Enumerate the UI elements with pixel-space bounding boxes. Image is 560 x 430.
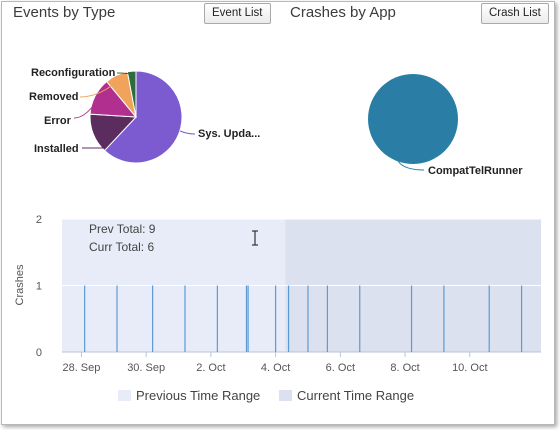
y-axis-label: Crashes	[14, 264, 26, 305]
crash-bar[interactable]	[247, 285, 249, 353]
x-tick-label: 10. Oct	[452, 362, 487, 374]
crash-bar[interactable]	[488, 285, 490, 353]
y-tick-label: 1	[36, 281, 42, 293]
crash-bar[interactable]	[245, 285, 248, 353]
event-list-button[interactable]: Event List	[204, 3, 271, 24]
prev-total-text: Prev Total: 9	[89, 222, 156, 236]
y-tick-label: 0	[36, 347, 42, 359]
pie-connector-line	[116, 72, 132, 75]
pie-charts: Sys. Upda... Installed Error Removed Reconfi…	[29, 67, 523, 177]
dashboard-window	[1, 1, 555, 425]
events-pie-label: Reconfiguration	[31, 67, 116, 79]
x-tick-label: 8. Oct	[390, 362, 419, 374]
legend-swatch-previous	[118, 390, 131, 401]
events-pie-slice-reconfiguration[interactable]	[126, 70, 137, 118]
crash-bar[interactable]	[307, 285, 309, 353]
curr-total-text: Curr Total: 6	[89, 240, 154, 254]
events-pie-chart	[89, 70, 183, 164]
crashes-timeline-chart: 0 1 2 28. Sep 30. Sep 2. Oct 4. Oct 6. Oct 8. O…	[14, 214, 541, 374]
text-cursor-icon	[252, 230, 258, 246]
events-pie-label: Installed	[34, 143, 79, 155]
events-pie-label: Sys. Upda...	[198, 128, 260, 140]
pie-connector-line	[73, 105, 94, 119]
crashes-pie-slice[interactable]	[368, 74, 458, 164]
x-tick-label: 30. Sep	[127, 362, 165, 374]
x-tick-label: 6. Oct	[326, 362, 355, 374]
crash-bar[interactable]	[520, 285, 523, 353]
x-tick-label: 28. Sep	[62, 362, 100, 374]
crash-bar[interactable]	[326, 285, 328, 353]
events-by-type-title: Events by Type	[13, 4, 116, 21]
crash-bar[interactable]	[116, 285, 118, 353]
pie-connector-line	[397, 160, 425, 171]
pie-connector-line	[79, 83, 115, 98]
crash-bar[interactable]	[359, 285, 361, 353]
crash-bar[interactable]	[152, 285, 154, 353]
y-tick-label: 2	[36, 214, 42, 226]
crash-list-button[interactable]: Crash List	[481, 3, 549, 24]
crash-bar[interactable]	[443, 285, 445, 353]
legend-label-current: Current Time Range	[297, 388, 415, 403]
pie-connector-line	[179, 130, 196, 135]
crash-bar[interactable]	[275, 285, 277, 353]
events-pie-label: Error	[44, 115, 72, 127]
crash-bar[interactable]	[287, 285, 290, 353]
events-pie-slice-sys-upda-[interactable]	[103, 70, 183, 164]
legend-swatch-current	[279, 390, 292, 401]
crash-bar[interactable]	[84, 285, 86, 353]
crashes-pie-chart	[368, 74, 458, 164]
x-tick-label: 2. Oct	[196, 362, 225, 374]
events-pie-label: Removed	[29, 91, 79, 103]
crashes-pie-label: CompatTelRunner	[428, 165, 523, 177]
crash-bar[interactable]	[184, 285, 186, 353]
legend-label-previous: Previous Time Range	[136, 388, 261, 403]
legend-item-previous[interactable]: Previous Time Range	[118, 388, 260, 403]
x-tick-label: 4. Oct	[261, 362, 290, 374]
crash-bar[interactable]	[410, 285, 413, 353]
legend-item-current[interactable]: Current Time Range	[279, 388, 414, 403]
crash-bar[interactable]	[216, 285, 218, 353]
crashes-by-app-title: Crashes by App	[290, 4, 396, 21]
